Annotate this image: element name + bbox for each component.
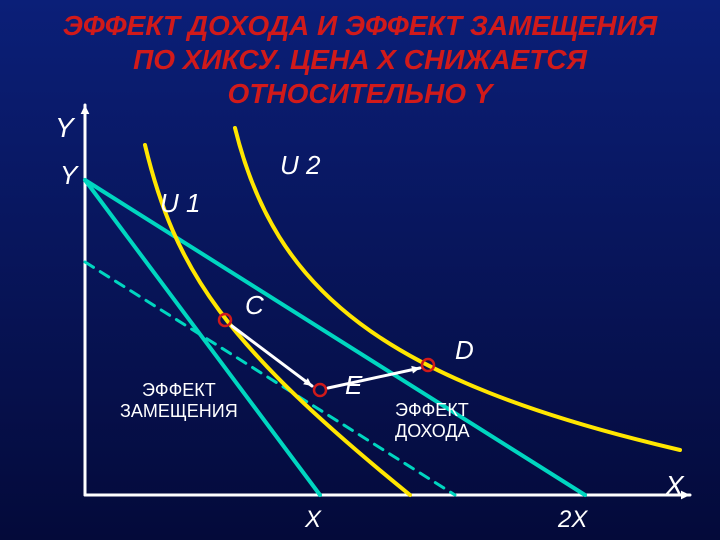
arrow-c-e bbox=[232, 326, 312, 386]
x-tick-label: X bbox=[305, 506, 321, 534]
budget-line-2 bbox=[85, 180, 585, 495]
u1-label: U 1 bbox=[160, 188, 200, 219]
x-axis-label: X bbox=[665, 470, 684, 502]
y-tick-label: Y bbox=[60, 160, 77, 191]
plot-svg bbox=[0, 0, 720, 540]
u2-label: U 2 bbox=[280, 150, 320, 181]
x-tick-2x-label: 2X bbox=[558, 506, 587, 534]
point-e-label: E bbox=[345, 370, 362, 401]
point-d bbox=[422, 359, 434, 371]
substitution-effect-label: ЭФФЕКТЗАМЕЩЕНИЯ bbox=[120, 380, 238, 421]
point-c bbox=[219, 314, 231, 326]
income-effect-label: ЭФФЕКТДОХОДА bbox=[395, 400, 470, 441]
point-d-label: D bbox=[455, 335, 474, 366]
point-e bbox=[314, 384, 326, 396]
y-axis-label: Y bbox=[55, 112, 74, 144]
arrow-e-d bbox=[328, 368, 420, 388]
budget-line-1 bbox=[85, 180, 320, 495]
diagram-root: ЭФФЕКТ ДОХОДА И ЭФФЕКТ ЗАМЕЩЕНИЯПО ХИКСУ… bbox=[0, 0, 720, 540]
point-c-label: C bbox=[245, 290, 264, 321]
